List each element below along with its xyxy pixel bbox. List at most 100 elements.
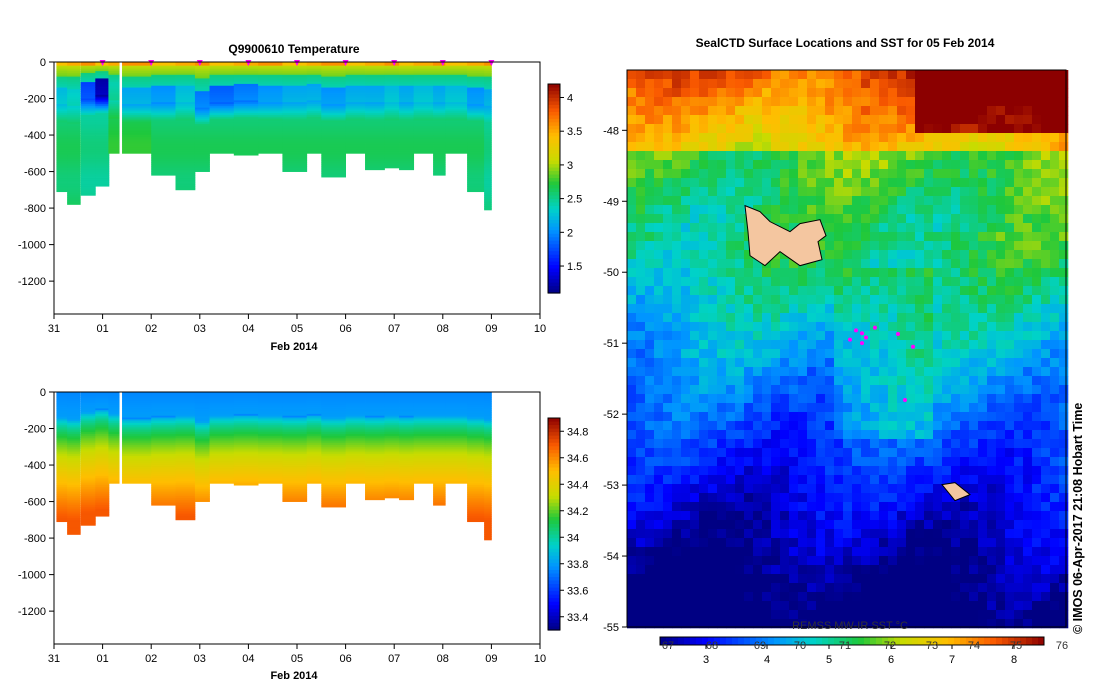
salinity-cell [467,505,485,508]
sst-cell [717,124,727,134]
temperature-cell [194,122,210,125]
sst-cell [654,232,664,242]
colorbar-tick-label: 34.2 [567,506,588,518]
sst-map-panel: SealCTD Surface Locations and SST for 05… [603,36,1085,666]
sst-cell [726,142,736,152]
salinity-cell [467,426,485,429]
sst-cell [717,241,727,251]
temperature-cell [345,109,366,112]
sst-cell [717,250,727,260]
salinity-cell [433,461,446,464]
sst-cell [834,304,844,314]
sst-cell [1059,223,1069,233]
temperature-cell [484,71,492,74]
colorbar-segment [548,474,560,479]
sst-cell [960,322,970,332]
temperature-cell [122,120,152,123]
sst-cell [645,196,655,206]
sst-cell [852,250,862,260]
temperature-cell [194,65,210,68]
salinity-cell [122,434,152,437]
temperature-cell [80,149,96,152]
salinity-cell [209,419,235,422]
sst-cell [645,367,655,377]
temperature-cell [467,166,485,169]
sst-cell [879,259,889,269]
temperature-cell [321,136,346,140]
temperature-cell [484,156,492,160]
salinity-cell [175,488,196,492]
sst-cell [861,106,871,116]
sst-cell [654,151,664,161]
salinity-cell [413,421,434,424]
colorbar-segment [548,531,560,536]
sst-cell [699,106,709,116]
salinity-cell [194,468,210,471]
salinity-cell [445,423,468,426]
temperature-cell [233,78,259,81]
salinity-cell [484,437,492,440]
temperature-cell [306,120,322,123]
salinity-cell [445,437,468,440]
temperature-cell [175,188,196,191]
sst-cell [708,169,718,179]
salinity-cell [445,401,468,404]
salinity-cell [484,424,492,428]
sst-cell [879,187,889,197]
sst-cell [906,268,916,278]
salinity-cell [306,421,322,424]
temperature-cell [306,102,322,105]
sst-cell [780,259,790,269]
sst-cell [708,214,718,224]
salinity-cell [108,430,120,433]
sst-cell [780,160,790,170]
sst-cell [933,241,943,251]
sst-cell [780,124,790,134]
sst-cell [645,232,655,242]
salinity-cell [384,479,400,482]
salinity-cell [399,494,415,497]
sst-cell [636,295,646,305]
sst-cell [645,385,655,395]
temperature-cell [282,69,308,72]
temperature-cell [122,114,152,118]
temperature-cell [445,72,468,76]
temperature-cell [306,114,322,118]
sst-cell [915,376,925,386]
colorbar-tick-label: 3.5 [567,126,582,138]
sst-cell [1005,214,1015,224]
sst-cell [654,304,664,314]
sst-cell [843,97,853,107]
salinity-cell [399,415,415,418]
sst-cell [816,385,826,395]
temperature-cell [67,124,81,127]
sst-cell [816,124,826,134]
temperature-cell [95,180,110,183]
temperature-cell [175,147,196,151]
salinity-cell [209,423,235,426]
temperature-cell [56,146,68,149]
temperature-cell [345,147,366,151]
sst-cell [771,331,781,341]
sst-cell [852,358,862,368]
salinity-cell [433,439,446,442]
sst-cell [681,268,691,278]
sst-cell [762,349,772,359]
temperature-cell [194,125,210,129]
salinity-cell [56,496,68,499]
temperature-cell [365,166,385,169]
sst-cell [987,403,997,413]
salinity-cell [384,470,400,473]
sst-cell [1023,277,1033,287]
sst-cell [843,250,853,260]
salinity-cell [433,432,446,435]
colorbar-segment [548,237,560,242]
salinity-cell [282,477,308,481]
salinity-cell [175,441,196,444]
temperature-cell [258,131,283,134]
salinity-cell [467,512,485,515]
sst-cell [969,349,979,359]
sst-cell [861,70,871,80]
temperature-cell [67,72,81,76]
temperature-cell [122,82,152,85]
